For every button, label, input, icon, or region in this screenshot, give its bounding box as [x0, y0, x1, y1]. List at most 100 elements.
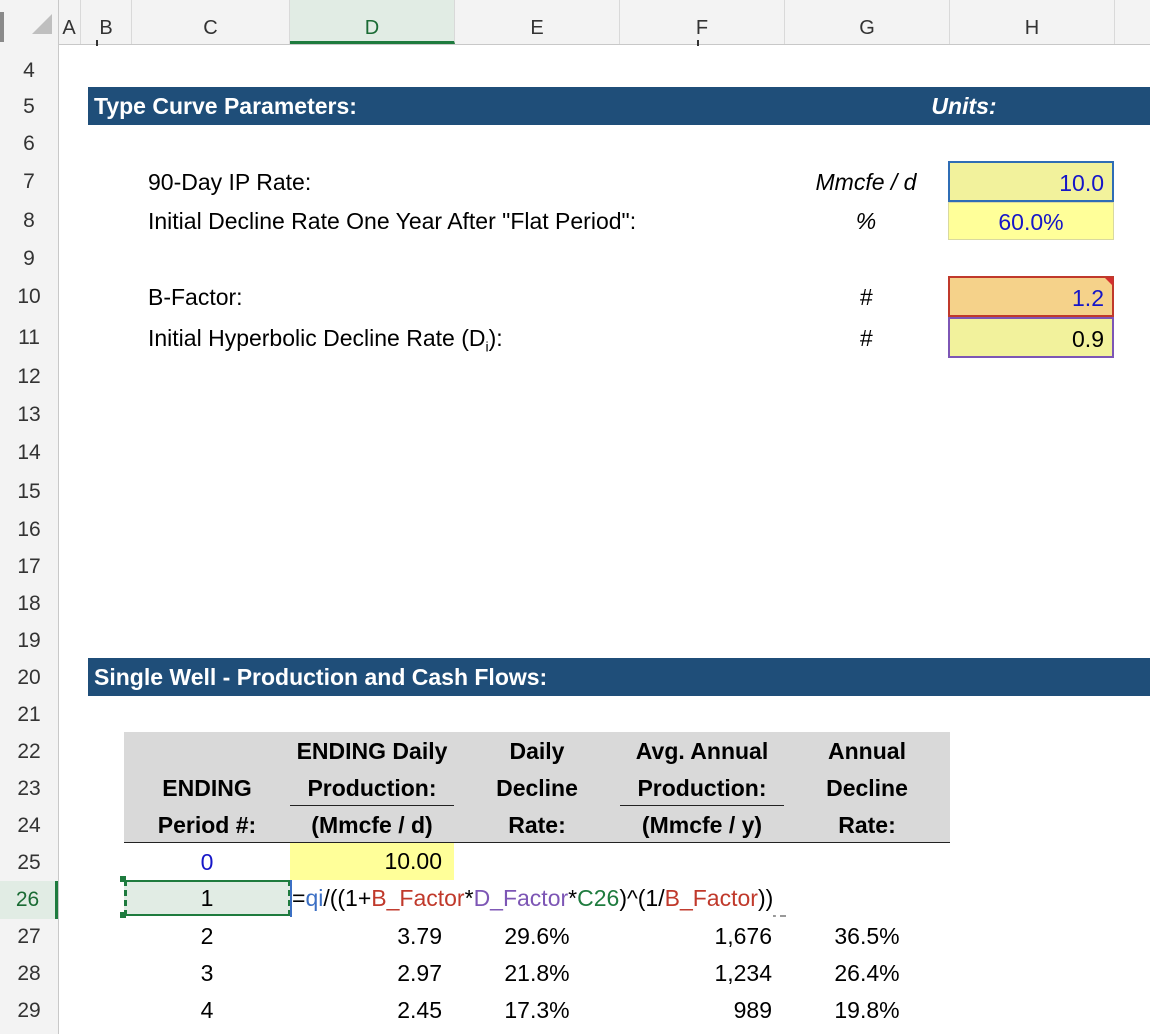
daily-decline-cell[interactable]: 29.6%: [504, 923, 570, 949]
th-daily-prod-line1: ENDING Daily: [296, 738, 448, 764]
formula-token: =: [292, 885, 306, 911]
row-header-18[interactable]: 18: [17, 592, 41, 615]
daily-prod-cell[interactable]: 2.97: [397, 960, 442, 986]
row-header-11[interactable]: 11: [18, 326, 40, 349]
row-header-14[interactable]: 14: [17, 441, 41, 464]
row-header-17[interactable]: 17: [17, 555, 41, 578]
name-box-edge: [0, 12, 4, 42]
single-well-header-band: Single Well - Production and Cash Flows:: [88, 658, 1150, 696]
b-factor-input-cell[interactable]: 1.2: [948, 276, 1114, 317]
formula-token: D_Factor: [473, 885, 569, 911]
period-cell[interactable]: 4: [200, 997, 214, 1023]
clipped-text-fragment: [697, 40, 702, 46]
row-header-8[interactable]: 8: [23, 209, 35, 232]
ip-rate-input-cell[interactable]: 10.0: [948, 161, 1114, 202]
row-header-12[interactable]: 12: [17, 365, 41, 388]
selection-handle-icon[interactable]: [120, 912, 126, 918]
hyperbolic-decline-cell[interactable]: 0.9: [948, 317, 1114, 358]
th-annual-decline-line3: Rate:: [838, 812, 896, 838]
units-header: Units:: [931, 93, 997, 119]
row-header-27[interactable]: 27: [17, 925, 41, 948]
formula-token: B_Factor: [664, 885, 758, 911]
row-header-4[interactable]: 4: [23, 59, 35, 82]
row-header-13[interactable]: 13: [17, 403, 41, 426]
th-annual-decline-line2: Decline: [826, 775, 908, 801]
annual-prod-cell[interactable]: 1,676: [714, 923, 772, 949]
comment-indicator-icon[interactable]: [1105, 278, 1113, 286]
header-underline: [290, 805, 454, 806]
column-header-f[interactable]: F: [620, 0, 785, 44]
th-daily-prod-line3: (Mmcfe / d): [311, 812, 433, 838]
single-well-title: Single Well - Production and Cash Flows:: [94, 664, 548, 690]
row-header-19[interactable]: 19: [17, 629, 41, 652]
column-header-b[interactable]: B: [81, 0, 132, 44]
row-header-5[interactable]: 5: [23, 95, 35, 118]
row-header-24[interactable]: 24: [17, 814, 41, 837]
row-header-16[interactable]: 16: [17, 518, 41, 541]
clipped-text-fragment: [96, 40, 102, 46]
type-curve-header-band: Type Curve Parameters: Units:: [88, 87, 1150, 125]
annual-prod-cell[interactable]: 989: [733, 997, 772, 1023]
param-unit-ip-rate: Mmcfe / d: [815, 169, 917, 195]
row-header-25[interactable]: 25: [17, 851, 41, 874]
daily-prod-cell[interactable]: 10.00: [290, 843, 454, 880]
row-header-6[interactable]: 6: [23, 132, 35, 155]
period-cell[interactable]: 0: [200, 849, 214, 875]
th-daily-decline-line1: Daily: [509, 738, 565, 764]
type-curve-title: Type Curve Parameters:: [94, 93, 357, 119]
row-header-29[interactable]: 29: [17, 999, 41, 1022]
param-label-b-factor: B-Factor:: [148, 284, 243, 310]
th-annual-prod-line1: Avg. Annual: [635, 738, 769, 764]
row-header-28[interactable]: 28: [17, 962, 41, 985]
th-period-line2: Period #:: [157, 812, 257, 838]
table-header-area: [124, 732, 950, 843]
selection-handle-icon[interactable]: [120, 876, 126, 882]
initial-decline-input-cell[interactable]: 60.0%: [948, 202, 1114, 240]
selected-cell-c26[interactable]: [124, 880, 290, 916]
column-header-h[interactable]: H: [950, 0, 1115, 44]
period-cell[interactable]: 1: [200, 885, 214, 911]
row-header-22[interactable]: 22: [17, 740, 41, 763]
row-header-10[interactable]: 10: [17, 285, 41, 308]
row-header-9[interactable]: 9: [23, 247, 35, 270]
hyperbolic-label-suffix: ):: [488, 325, 503, 351]
row-header-15[interactable]: 15: [17, 480, 41, 503]
th-daily-decline-line2: Decline: [496, 775, 578, 801]
formula-token: )^(1/: [619, 885, 665, 911]
row-header-7[interactable]: 7: [23, 170, 35, 193]
param-unit-hyperbolic-decline: #: [859, 325, 873, 351]
period-cell[interactable]: 3: [200, 960, 214, 986]
th-annual-decline-line1: Annual: [828, 738, 906, 764]
header-underline: [620, 805, 784, 806]
annual-decline-cell[interactable]: 36.5%: [834, 923, 900, 949]
row-header-bar: [0, 44, 59, 1034]
period-cell[interactable]: 2: [200, 923, 214, 949]
column-header-d[interactable]: D: [290, 0, 455, 44]
daily-prod-cell[interactable]: 3.79: [397, 923, 442, 949]
formula-token: *: [464, 885, 474, 911]
daily-decline-cell[interactable]: 17.3%: [504, 997, 570, 1023]
column-header-c[interactable]: C: [132, 0, 290, 44]
formula-token: /((1+: [323, 885, 372, 911]
hyperbolic-label-prefix: Initial Hyperbolic Decline Rate (D: [148, 325, 486, 351]
annual-decline-cell[interactable]: 26.4%: [834, 960, 900, 986]
column-header-g[interactable]: G: [785, 0, 950, 44]
annual-prod-cell[interactable]: 1,234: [714, 960, 772, 986]
daily-decline-cell[interactable]: 21.8%: [504, 960, 570, 986]
annual-decline-cell[interactable]: 19.8%: [834, 997, 900, 1023]
row-header-21[interactable]: 21: [17, 703, 41, 726]
column-header-e[interactable]: E: [455, 0, 620, 44]
param-unit-b-factor: #: [859, 284, 873, 310]
param-label-ip-rate: 90-Day IP Rate:: [148, 169, 312, 195]
row-header-23[interactable]: 23: [17, 777, 41, 800]
select-all-triangle-icon: [32, 14, 52, 34]
th-daily-prod-line2: Production:: [307, 775, 437, 801]
row-header-26[interactable]: 26: [0, 881, 58, 919]
column-header-bar: [0, 0, 1150, 45]
formula-edit-text[interactable]: =qi/((1+B_Factor*D_Factor*C26)^(1/B_Fact…: [292, 880, 774, 917]
row-header-20[interactable]: 20: [17, 666, 41, 689]
column-header-a[interactable]: A: [58, 0, 81, 44]
th-annual-prod-line3: (Mmcfe / y): [641, 812, 763, 838]
daily-prod-cell[interactable]: 2.45: [397, 997, 442, 1023]
th-annual-prod-line2: Production:: [637, 775, 767, 801]
